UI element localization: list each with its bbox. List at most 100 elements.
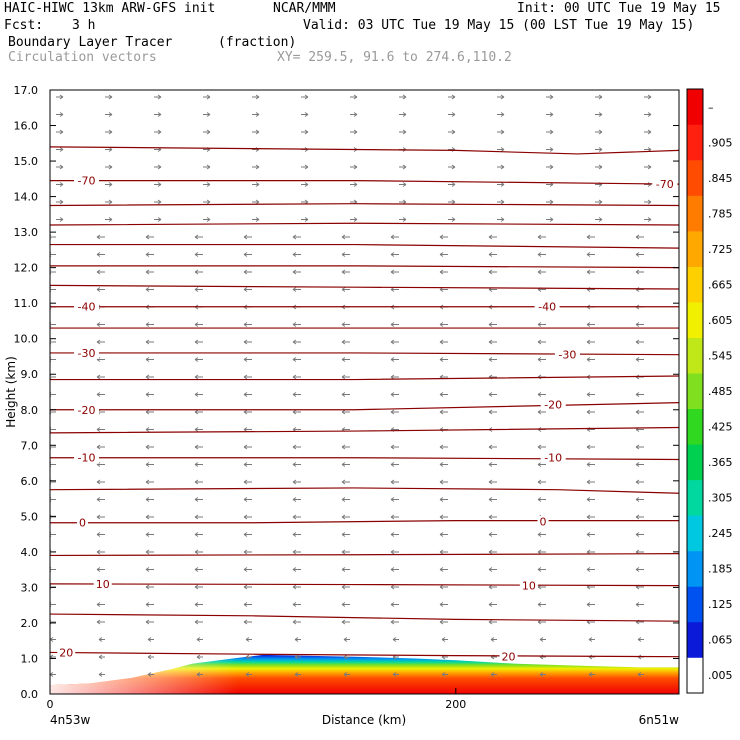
vector-head bbox=[500, 199, 505, 205]
vector-head bbox=[537, 479, 542, 485]
vector-head bbox=[341, 619, 346, 625]
vector-head bbox=[108, 199, 113, 205]
vector-head bbox=[196, 654, 201, 660]
vector-head bbox=[145, 462, 150, 467]
plot-frame bbox=[49, 89, 680, 695]
vector-head bbox=[341, 532, 346, 537]
colorbar-label: .305 bbox=[708, 492, 733, 505]
vector-head bbox=[439, 532, 444, 537]
vector-head bbox=[194, 322, 199, 327]
vector-head bbox=[194, 462, 199, 467]
y-tick-label: 7.0 bbox=[21, 439, 39, 452]
contour-line bbox=[50, 583, 679, 587]
vector-head bbox=[637, 672, 642, 677]
vector-head bbox=[537, 234, 542, 240]
vector-head bbox=[292, 602, 297, 607]
vector-head bbox=[343, 637, 348, 642]
vector-head bbox=[439, 357, 444, 362]
contour-label-bg bbox=[76, 516, 88, 529]
x-axis-label: Distance (km) bbox=[322, 713, 406, 727]
vector-head bbox=[647, 217, 652, 222]
contour-label: -40 bbox=[538, 301, 556, 314]
vector-head bbox=[304, 164, 309, 170]
vector-head bbox=[586, 532, 591, 537]
vector-head bbox=[194, 374, 199, 380]
vector-head bbox=[243, 357, 248, 362]
colorbar-label: .185 bbox=[708, 563, 733, 576]
vector-head bbox=[194, 497, 199, 502]
vector-head bbox=[243, 462, 248, 467]
colorbar-label: .665 bbox=[708, 278, 733, 291]
contour-line bbox=[50, 180, 679, 185]
vector-head bbox=[243, 532, 248, 537]
vector-head bbox=[390, 234, 395, 240]
y-tick-label: 15.0 bbox=[14, 155, 39, 168]
vector-head bbox=[586, 339, 591, 345]
vector-head bbox=[304, 129, 309, 135]
contour-label-bg bbox=[540, 398, 566, 411]
vector-head bbox=[588, 637, 593, 642]
colorbar-swatch bbox=[687, 89, 703, 125]
vector-head bbox=[292, 287, 297, 292]
vector-head bbox=[635, 252, 640, 257]
y-axis-label: Height (km) bbox=[4, 356, 18, 427]
vector-head bbox=[304, 217, 309, 222]
vector-head bbox=[451, 129, 456, 135]
y-tick-label: 6.0 bbox=[21, 475, 39, 488]
vector-head bbox=[206, 164, 211, 170]
y-tick-label: 4.0 bbox=[21, 546, 39, 559]
vector-head bbox=[157, 182, 162, 187]
contour-label: 20 bbox=[59, 646, 73, 659]
vector-head bbox=[145, 584, 150, 590]
vector-head bbox=[402, 217, 407, 222]
vector-head bbox=[488, 409, 493, 415]
vector-head bbox=[96, 392, 101, 397]
vector-head bbox=[488, 234, 493, 240]
contour-line bbox=[50, 203, 679, 207]
vector-head bbox=[537, 252, 542, 257]
vector-head bbox=[341, 287, 346, 292]
contour-line bbox=[50, 457, 679, 461]
contour-line bbox=[50, 520, 679, 524]
vector-head bbox=[488, 514, 493, 520]
contour-label: -70 bbox=[656, 178, 674, 191]
vector-head bbox=[549, 217, 554, 222]
x-start-label: 4n53w bbox=[50, 713, 91, 727]
vector-head bbox=[255, 182, 260, 187]
colorbar-label: .065 bbox=[708, 634, 733, 647]
vector-head bbox=[500, 94, 505, 100]
vector-head bbox=[96, 374, 101, 380]
vector-head bbox=[451, 164, 456, 170]
vector-head bbox=[145, 444, 150, 450]
vector-head bbox=[488, 602, 493, 607]
contour-line bbox=[50, 375, 679, 381]
vector-head bbox=[490, 672, 495, 677]
vector-head bbox=[647, 164, 652, 170]
vector-head bbox=[402, 129, 407, 135]
vector-head bbox=[588, 672, 593, 677]
y-tick-label: 14.0 bbox=[14, 191, 39, 204]
vector-head bbox=[243, 584, 248, 590]
contour-label: -30 bbox=[558, 349, 576, 362]
y-tick-label: 3.0 bbox=[21, 581, 39, 594]
vector-head bbox=[243, 252, 248, 257]
vector-head bbox=[586, 602, 591, 607]
vector-head bbox=[341, 374, 346, 380]
colorbar-swatch bbox=[687, 373, 703, 410]
vector-head bbox=[598, 129, 603, 135]
vector-head bbox=[96, 287, 101, 292]
vector-head bbox=[243, 514, 248, 520]
vector-head bbox=[353, 164, 358, 170]
contour-line bbox=[50, 487, 679, 494]
vectors-label: Circulation vectors bbox=[8, 50, 157, 65]
vector-head bbox=[341, 602, 346, 607]
vector-head bbox=[147, 672, 152, 677]
vector-head bbox=[353, 112, 358, 117]
colorbar-label: .125 bbox=[708, 598, 733, 611]
vector-head bbox=[341, 339, 346, 345]
contour-label: -20 bbox=[78, 404, 96, 417]
vector-head bbox=[390, 392, 395, 397]
vector-head bbox=[586, 357, 591, 362]
vector-head bbox=[59, 199, 64, 205]
vector-head bbox=[635, 339, 640, 345]
